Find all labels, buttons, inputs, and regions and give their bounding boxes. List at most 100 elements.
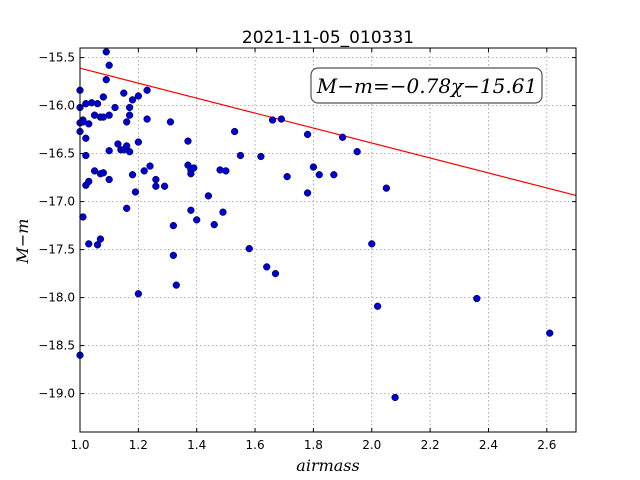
equation-annotation: M−m=−0.78χ−15.61 — [310, 67, 543, 104]
x-tick-label: 2.6 — [537, 438, 556, 452]
chart-title: 2021-11-05_010331 — [242, 28, 414, 48]
data-point — [102, 76, 110, 84]
data-point — [303, 189, 312, 197]
data-point — [338, 133, 347, 141]
data-point — [125, 148, 134, 156]
grid-lines — [79, 48, 576, 432]
data-point — [131, 188, 140, 196]
y-tick-label: −17.0 — [38, 195, 75, 209]
data-point — [134, 290, 143, 298]
y-tick-labels: −15.5 −16.0 −16.5 −17.0 −17.5 −18.0 −18.5 −19.0 — [38, 51, 75, 401]
data-point — [96, 235, 105, 243]
data-point — [169, 251, 178, 260]
data-point — [353, 148, 361, 156]
x-tick-labels: 1.0 1.2 1.4 1.6 1.8 2.0 2.2 2.4 2.6 — [70, 438, 556, 452]
x-tick-label: 1.4 — [187, 438, 206, 452]
data-point — [190, 164, 198, 172]
fit-line — [79, 67, 577, 197]
x-tick-label: 2.0 — [362, 438, 381, 452]
data-point — [236, 151, 245, 160]
data-point — [143, 86, 151, 94]
y-tick-label: −18.0 — [38, 291, 75, 305]
data-point — [102, 48, 110, 56]
data-point — [85, 240, 93, 248]
data-point — [125, 103, 134, 112]
data-point — [93, 241, 102, 249]
data-point — [245, 244, 253, 253]
data-point — [219, 208, 227, 216]
data-point — [172, 281, 180, 289]
data-point — [204, 192, 213, 200]
x-tick-label: 1.6 — [246, 438, 265, 452]
data-point — [82, 134, 90, 142]
data-point — [146, 162, 154, 170]
data-point — [222, 167, 230, 175]
data-point — [263, 263, 271, 271]
data-point — [120, 89, 128, 97]
data-point — [309, 163, 318, 171]
data-point — [79, 213, 87, 221]
data-point — [143, 115, 151, 123]
plot-area-frame — [79, 47, 577, 433]
data-point — [315, 171, 323, 179]
x-tick-label: 2.2 — [421, 438, 440, 452]
data-point — [123, 204, 131, 212]
y-tick-label: −16.5 — [38, 147, 75, 161]
y-tick-label: −18.5 — [38, 339, 75, 353]
data-point — [160, 182, 169, 190]
data-point — [105, 61, 113, 69]
data-point — [111, 103, 119, 112]
data-point — [93, 100, 102, 108]
x-tick-label: 1.8 — [304, 438, 323, 452]
data-point — [123, 142, 131, 150]
data-point — [230, 127, 239, 136]
axis-ticks — [79, 48, 576, 432]
data-point — [382, 184, 391, 192]
data-point — [184, 137, 192, 145]
data-point — [187, 170, 195, 178]
data-point — [152, 175, 160, 184]
equation-text: M−m=−0.78χ−15.61 — [316, 74, 537, 98]
data-point — [303, 130, 312, 139]
x-axis-label: airmass — [296, 456, 359, 475]
data-point — [105, 147, 113, 155]
data-point — [257, 152, 265, 161]
data-point — [546, 329, 554, 337]
data-point — [166, 118, 175, 126]
data-point — [330, 171, 338, 179]
data-point — [128, 96, 137, 104]
data-point — [99, 93, 107, 101]
data-point — [152, 182, 160, 190]
data-point — [373, 302, 382, 310]
data-point — [268, 116, 277, 124]
data-point — [271, 269, 280, 278]
data-point — [368, 240, 376, 248]
data-point — [134, 92, 143, 100]
data-point — [134, 138, 143, 146]
y-tick-label: −19.0 — [38, 387, 75, 401]
data-point — [391, 393, 399, 402]
data-point — [99, 169, 107, 177]
data-point — [283, 172, 291, 181]
data-point — [169, 221, 178, 230]
data-point — [90, 167, 99, 175]
data-point — [140, 167, 148, 175]
data-point — [105, 111, 113, 119]
x-tick-label: 1.0 — [70, 438, 89, 452]
data-point — [210, 220, 218, 229]
data-point — [123, 118, 131, 126]
data-point — [114, 140, 122, 148]
data-point — [187, 206, 195, 214]
data-point — [82, 151, 90, 160]
y-axis-label: M−m — [13, 219, 32, 265]
equation-box — [310, 67, 543, 104]
data-point — [105, 175, 113, 184]
fit-line-layer — [79, 67, 577, 197]
data-point — [125, 111, 134, 119]
y-tick-label: −16.0 — [38, 99, 75, 113]
data-points — [76, 48, 554, 402]
y-tick-label: −17.5 — [38, 243, 75, 257]
data-point — [85, 120, 93, 128]
data-point — [473, 294, 481, 303]
